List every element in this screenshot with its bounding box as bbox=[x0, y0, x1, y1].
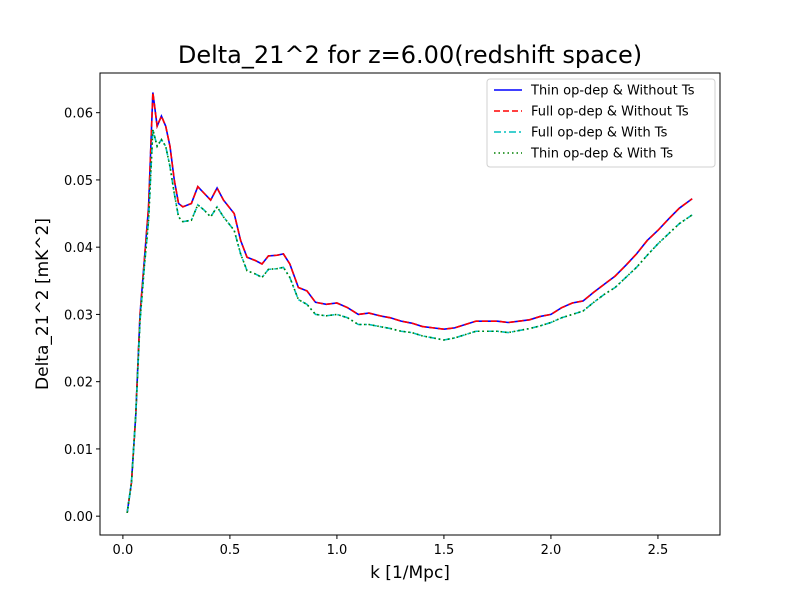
y-axis-label: Delta_21^2 [mK^2] bbox=[33, 218, 53, 390]
y-tick-label: 0.04 bbox=[64, 241, 93, 256]
legend-label: Thin op-dep & Without Ts bbox=[530, 84, 695, 99]
series-line bbox=[126, 129, 693, 513]
x-axis-label: k [1/Mpc] bbox=[370, 563, 450, 583]
y-tick-label: 0.05 bbox=[64, 174, 93, 189]
chart-title: Delta_21^2 for z=6.00(redshift space) bbox=[178, 41, 642, 69]
x-tick-label: 0.5 bbox=[220, 543, 241, 558]
legend-label: Full op-dep & Without Ts bbox=[531, 105, 689, 120]
y-tick-label: 0.00 bbox=[64, 510, 93, 525]
x-tick-label: 0.0 bbox=[113, 543, 134, 558]
y-tick-label: 0.03 bbox=[64, 308, 93, 323]
legend-label: Thin op-dep & With Ts bbox=[530, 147, 673, 162]
x-tick-label: 1.0 bbox=[327, 543, 348, 558]
y-tick-label: 0.01 bbox=[64, 443, 93, 458]
x-tick-label: 2.0 bbox=[541, 543, 562, 558]
series-line bbox=[126, 92, 693, 513]
x-tick-label: 2.5 bbox=[648, 543, 669, 558]
y-tick-label: 0.02 bbox=[64, 376, 93, 391]
legend-box bbox=[486, 78, 716, 168]
legend-label: Full op-dep & With Ts bbox=[531, 126, 668, 141]
plot-frame bbox=[99, 72, 721, 536]
series-line bbox=[126, 129, 693, 513]
x-tick-label: 1.5 bbox=[434, 543, 455, 558]
y-tick-label: 0.06 bbox=[64, 107, 93, 122]
